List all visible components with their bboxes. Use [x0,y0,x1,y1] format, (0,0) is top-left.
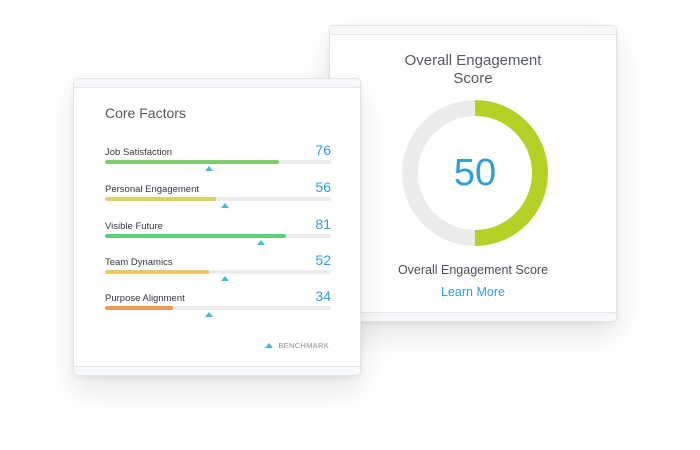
factor-track [105,270,331,274]
factor-name: Personal Engagement [105,184,200,195]
factor-fill-bar [105,160,280,164]
engagement-score-label: Overall Engagement Score [397,263,549,277]
core-factors-card: Core Factors Job Satisfaction 76 Persona… [73,78,361,376]
engagement-score-card: Overall Engagement Score 50 Overall Enga… [329,25,617,322]
factor-job-satisfaction: Job Satisfaction 76 [105,142,331,183]
factor-fill-bar [105,306,173,310]
factor-name: Visible Future [105,221,163,232]
factor-personal-engagement: Personal Engagement 56 [105,179,331,220]
benchmark-marker-icon [204,312,213,317]
factor-team-dynamics: Team Dynamics 52 [105,252,331,293]
factor-fill-bar [105,234,286,238]
engagement-donut-chart [402,100,548,246]
benchmark-marker-icon [256,240,265,245]
engagement-score-value: 50 [453,152,497,194]
card-top-bar [330,26,616,35]
factor-fill-bar [105,270,209,274]
core-factors-title: Core Factors [105,105,186,121]
factor-track [105,306,331,310]
factor-name: Job Satisfaction [105,147,173,158]
engagement-title: Overall Engagement Score [404,52,542,87]
factor-value: 34 [315,288,331,304]
benchmark-marker-icon [220,203,229,208]
factor-visible-future: Visible Future 81 [105,216,331,257]
factor-value: 56 [315,179,331,195]
donut-progress [402,100,548,246]
factor-track [105,234,331,238]
card-bottom-bar [74,366,360,375]
learn-more-link[interactable]: Learn More [441,285,505,299]
factor-fill-bar [105,197,216,201]
factor-track [105,160,331,164]
card-bottom-bar [330,312,616,321]
benchmark-marker-icon [204,166,213,171]
card-top-bar [74,79,360,88]
factor-name: Team Dynamics [105,257,173,268]
factor-value: 76 [315,142,331,158]
benchmark-legend: BENCHMARK [265,341,329,350]
factor-name: Purpose Alignment [105,293,185,304]
factor-value: 52 [315,252,331,268]
factor-value: 81 [315,216,331,232]
benchmark-triangle-icon [265,343,274,348]
factor-track [105,197,331,201]
benchmark-legend-label: BENCHMARK [278,341,329,350]
benchmark-marker-icon [220,276,229,281]
factor-purpose-alignment: Purpose Alignment 34 [105,288,331,329]
